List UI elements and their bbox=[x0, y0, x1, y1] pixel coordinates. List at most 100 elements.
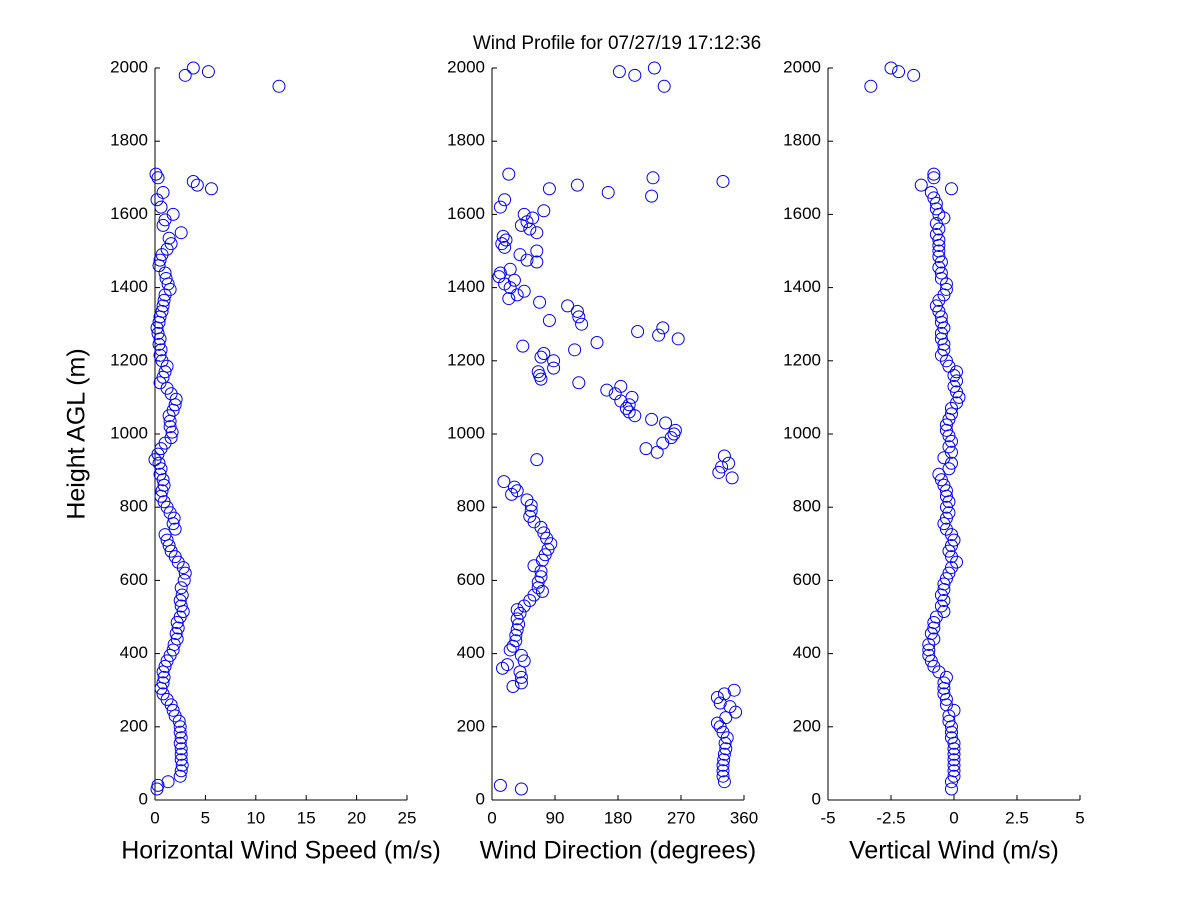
x-axis-label: Vertical Wind (m/s) bbox=[849, 837, 1059, 865]
point bbox=[513, 606, 527, 620]
point bbox=[937, 577, 951, 591]
point bbox=[612, 65, 626, 79]
y-tick-label: 2000 bbox=[783, 57, 821, 76]
point bbox=[934, 326, 948, 340]
point bbox=[932, 249, 946, 263]
point bbox=[937, 594, 951, 608]
point bbox=[652, 328, 666, 342]
point bbox=[174, 764, 188, 778]
y-tick-label: 600 bbox=[120, 570, 148, 589]
point bbox=[165, 425, 179, 439]
point bbox=[503, 262, 517, 276]
y-tick-label: 400 bbox=[457, 643, 485, 662]
point bbox=[542, 182, 556, 196]
point bbox=[174, 731, 188, 745]
point bbox=[939, 511, 953, 525]
point bbox=[534, 570, 548, 584]
point bbox=[174, 753, 188, 767]
point bbox=[502, 167, 516, 181]
point bbox=[622, 398, 636, 412]
point bbox=[512, 617, 526, 631]
point bbox=[942, 440, 956, 454]
y-tick-label: 1000 bbox=[447, 423, 485, 442]
point bbox=[932, 244, 946, 258]
point bbox=[174, 226, 188, 240]
point bbox=[161, 775, 175, 789]
point bbox=[514, 782, 528, 796]
y-tick-label: 1800 bbox=[447, 131, 485, 150]
point bbox=[510, 623, 524, 637]
point bbox=[646, 171, 660, 185]
point bbox=[162, 231, 176, 245]
point bbox=[942, 462, 956, 476]
point bbox=[157, 293, 171, 307]
point bbox=[173, 720, 187, 734]
y-tick-label: 400 bbox=[120, 643, 148, 662]
point bbox=[937, 676, 951, 690]
x-tick-label: 25 bbox=[398, 808, 417, 827]
point bbox=[510, 288, 524, 302]
point bbox=[914, 178, 928, 192]
point bbox=[947, 379, 961, 393]
point bbox=[520, 493, 534, 507]
y-tick-label: 600 bbox=[793, 570, 821, 589]
point bbox=[924, 185, 938, 199]
point bbox=[513, 248, 527, 262]
point bbox=[500, 658, 514, 672]
point bbox=[939, 522, 953, 536]
point bbox=[506, 680, 520, 694]
y-tick-label: 1600 bbox=[783, 204, 821, 223]
point bbox=[929, 228, 943, 242]
point bbox=[530, 255, 544, 269]
point bbox=[718, 736, 732, 750]
point bbox=[517, 284, 531, 298]
point bbox=[168, 522, 182, 536]
point bbox=[158, 659, 172, 673]
y-tick-label: 1000 bbox=[783, 423, 821, 442]
point bbox=[153, 348, 167, 362]
point bbox=[942, 544, 956, 558]
point bbox=[572, 310, 586, 324]
point bbox=[717, 687, 731, 701]
point bbox=[533, 295, 547, 309]
point bbox=[664, 431, 678, 445]
point bbox=[645, 189, 659, 203]
point bbox=[937, 605, 951, 619]
point bbox=[496, 229, 510, 243]
point bbox=[937, 478, 951, 492]
point bbox=[942, 714, 956, 728]
point bbox=[950, 385, 964, 399]
point bbox=[937, 517, 951, 531]
x-tick-label: -5 bbox=[820, 808, 835, 827]
point bbox=[530, 226, 544, 240]
point bbox=[516, 339, 530, 353]
point bbox=[152, 337, 166, 351]
point bbox=[155, 304, 169, 318]
point bbox=[892, 65, 906, 79]
y-tick-label: 1200 bbox=[110, 350, 148, 369]
point bbox=[622, 405, 636, 419]
point bbox=[944, 182, 958, 196]
point bbox=[153, 253, 167, 267]
point bbox=[507, 273, 521, 287]
point bbox=[947, 753, 961, 767]
point bbox=[537, 204, 551, 218]
y-tick-label: 800 bbox=[120, 497, 148, 516]
point bbox=[159, 271, 173, 285]
point bbox=[175, 758, 189, 772]
point bbox=[716, 769, 730, 783]
point bbox=[932, 304, 946, 318]
point bbox=[152, 456, 166, 470]
point bbox=[510, 484, 524, 498]
point bbox=[174, 581, 188, 595]
y-tick-label: 400 bbox=[793, 643, 821, 662]
point bbox=[942, 506, 956, 520]
point bbox=[716, 764, 730, 778]
point bbox=[942, 359, 956, 373]
point bbox=[659, 416, 673, 430]
point bbox=[570, 304, 584, 318]
x-tick-label: 5 bbox=[201, 808, 210, 827]
point bbox=[927, 171, 941, 185]
